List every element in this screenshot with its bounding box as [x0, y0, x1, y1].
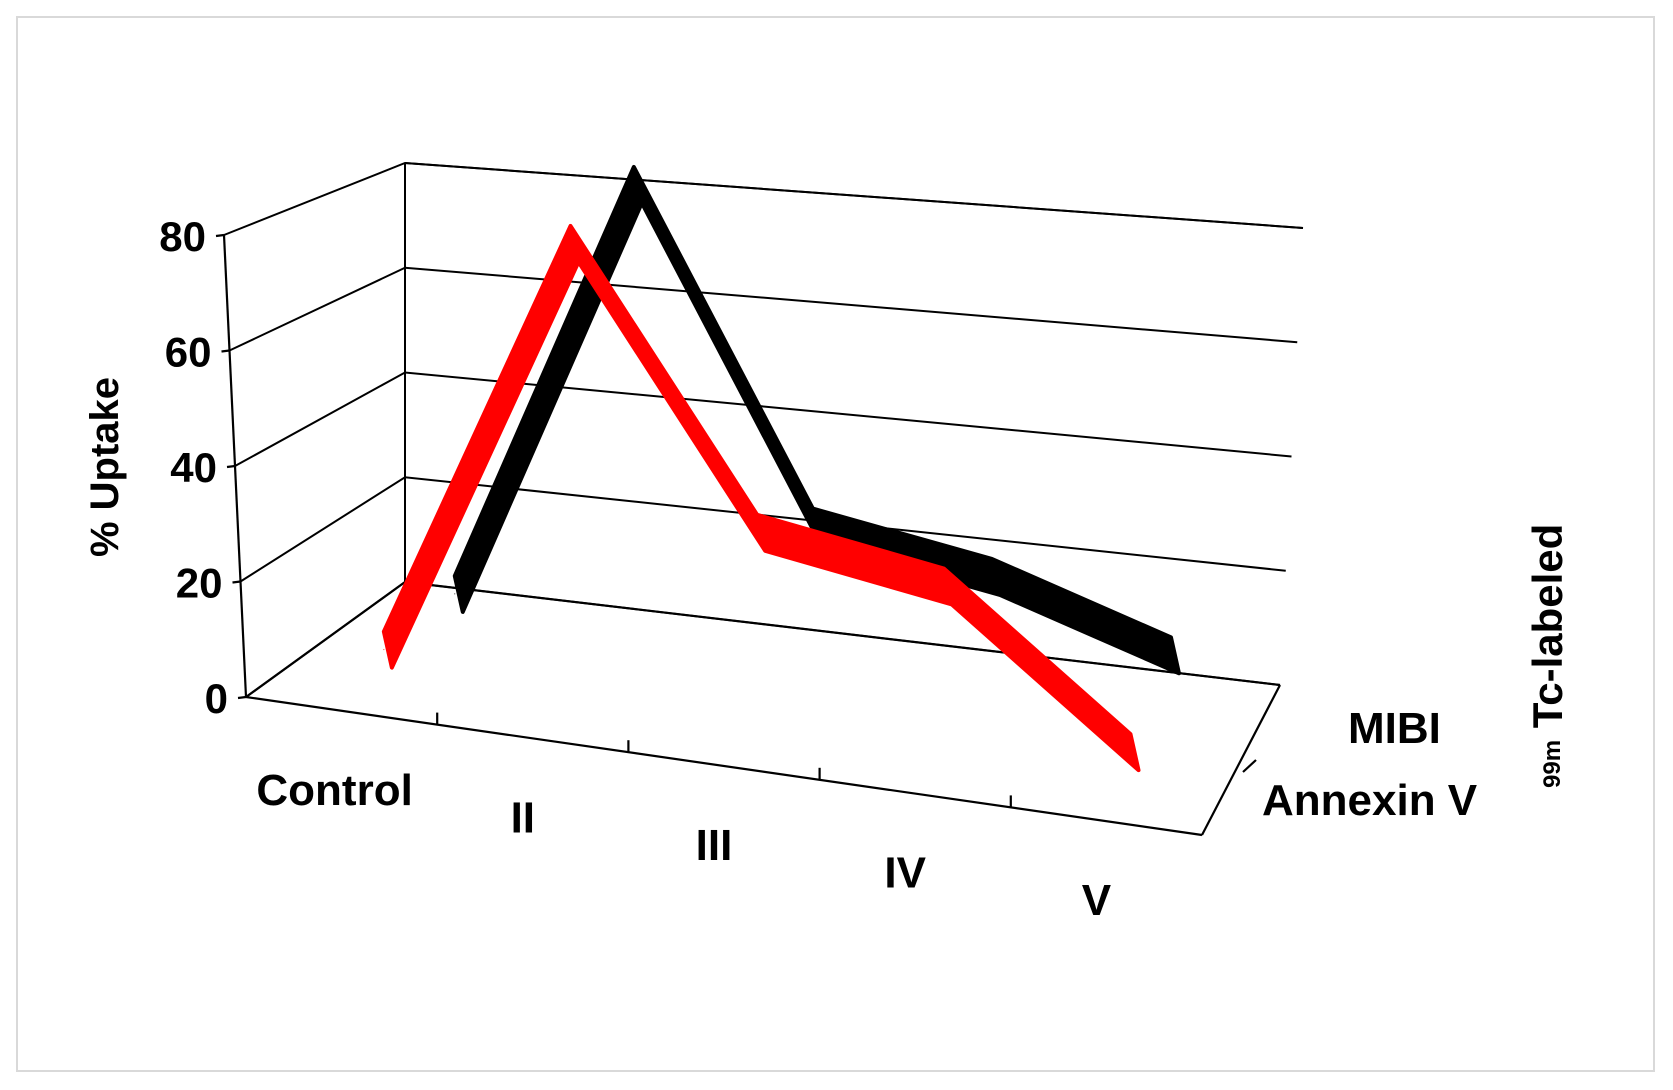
gridlines [215, 161, 1304, 700]
gridline-20 [239, 476, 1286, 583]
point-mibi-0 [454, 593, 456, 595]
z-tick-0 [1242, 759, 1257, 773]
x-ticks [436, 712, 1012, 808]
y-tick-label-0: 0 [205, 675, 228, 722]
y-tick-label-20: 20 [176, 560, 223, 607]
point-annexin-v-3 [943, 585, 945, 587]
point-mibi-1 [633, 184, 635, 186]
point-annexin-v-1 [570, 243, 572, 245]
floor-right-edge [1201, 684, 1281, 836]
gridline-60 [229, 266, 1298, 352]
y-tick-label-80: 80 [159, 213, 206, 260]
z-tick-labels: MIBI Annexin V [1242, 704, 1478, 825]
x-tick-label-3: IV [884, 849, 926, 898]
floor-left-edge [245, 581, 406, 698]
x-tick-label-4: V [1082, 876, 1112, 925]
floor [245, 580, 1281, 837]
z-axis-label: 99m Tc-labeled [1522, 524, 1571, 788]
x-tick-label-0: Control [256, 766, 412, 815]
point-annexin-v-0 [383, 649, 385, 651]
y-tick-labels: 0 20 40 60 80 [159, 213, 228, 722]
y-tick-40 [226, 464, 236, 469]
point-annexin-v-4 [1130, 751, 1132, 753]
x-tick-label-1: II [511, 793, 535, 842]
y-tick-60 [221, 349, 230, 353]
series [381, 164, 1181, 773]
z-tick-label-1: Annexin V [1262, 776, 1478, 825]
z-axis-label-main: Tc-labeled [1524, 524, 1571, 729]
gridline-80 [223, 161, 1304, 236]
svg-text:99m Tc-labeled: 99m Tc-labeled [1522, 524, 1571, 788]
series-mibi [452, 164, 1181, 676]
y-tick-label-60: 60 [165, 329, 212, 376]
point-annexin-v-2 [756, 532, 758, 534]
x-tick-label-2: III [696, 821, 733, 870]
y-tick-0 [237, 695, 247, 700]
gridline-40 [234, 371, 1292, 467]
z-axis-label-sup: 99m [1539, 740, 1566, 788]
series-annexin-v [381, 223, 1141, 773]
y-axis-label: % Uptake [83, 377, 127, 557]
y-tick-20 [232, 580, 241, 584]
floor-back-edge [404, 580, 1281, 687]
x-axis [245, 695, 1203, 837]
z-tick-label-0: MIBI [1348, 704, 1441, 753]
y-tick-80 [215, 233, 225, 238]
point-mibi-4 [1170, 654, 1172, 656]
y-tick-label-40: 40 [170, 444, 217, 491]
point-mibi-2 [812, 526, 814, 528]
point-mibi-3 [991, 576, 993, 578]
